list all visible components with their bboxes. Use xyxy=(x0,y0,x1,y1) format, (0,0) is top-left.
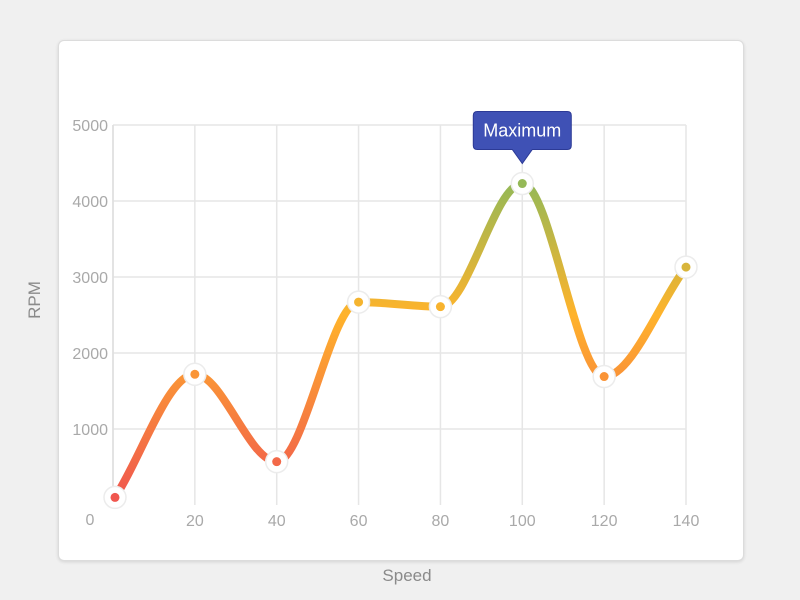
series-line xyxy=(111,179,690,502)
data-point[interactable] xyxy=(346,290,371,314)
y-tick-label: 4000 xyxy=(72,194,108,211)
tooltip-label: Maximum xyxy=(483,121,561,141)
x-tick-label: 60 xyxy=(350,513,368,530)
y-axis-title: RPM xyxy=(25,281,44,319)
data-points xyxy=(103,171,698,510)
data-point-dot xyxy=(354,297,364,307)
grid-lines xyxy=(112,124,687,505)
data-point-dot xyxy=(681,262,691,272)
y-tick-label: 5000 xyxy=(72,118,108,135)
x-tick-label: 20 xyxy=(186,513,204,530)
data-point[interactable] xyxy=(592,364,616,389)
x-tick-label: 40 xyxy=(268,513,286,530)
x-tick-label: 80 xyxy=(432,513,450,530)
data-point[interactable] xyxy=(103,485,127,510)
x-tick-label: 0 xyxy=(86,512,95,529)
maximum-tooltip: Maximum xyxy=(472,111,572,165)
x-tick-label: 120 xyxy=(591,513,618,530)
data-point-dot xyxy=(599,372,609,382)
data-point-dot xyxy=(517,179,527,189)
x-tick-label: 140 xyxy=(673,513,700,530)
y-tick-label: 1000 xyxy=(72,422,108,439)
data-point-dot xyxy=(190,369,200,379)
data-point[interactable] xyxy=(510,171,535,196)
data-point[interactable] xyxy=(183,362,207,387)
y-tick-label: 2000 xyxy=(72,346,108,363)
data-point[interactable] xyxy=(674,255,698,279)
data-point-dot xyxy=(435,302,445,312)
data-point-dot xyxy=(272,457,282,467)
data-point[interactable] xyxy=(428,294,453,319)
data-point[interactable] xyxy=(264,449,289,474)
tooltip-box xyxy=(472,111,572,165)
y-tick-label: 3000 xyxy=(72,270,108,287)
x-tick-label: 100 xyxy=(509,513,536,530)
axis-tick-labels: 0 20 40 60 80 100 120 140 1000 2000 3000 4000 5000 xyxy=(72,118,699,530)
data-point-dot xyxy=(110,492,120,502)
x-axis-title: Speed xyxy=(382,566,431,585)
